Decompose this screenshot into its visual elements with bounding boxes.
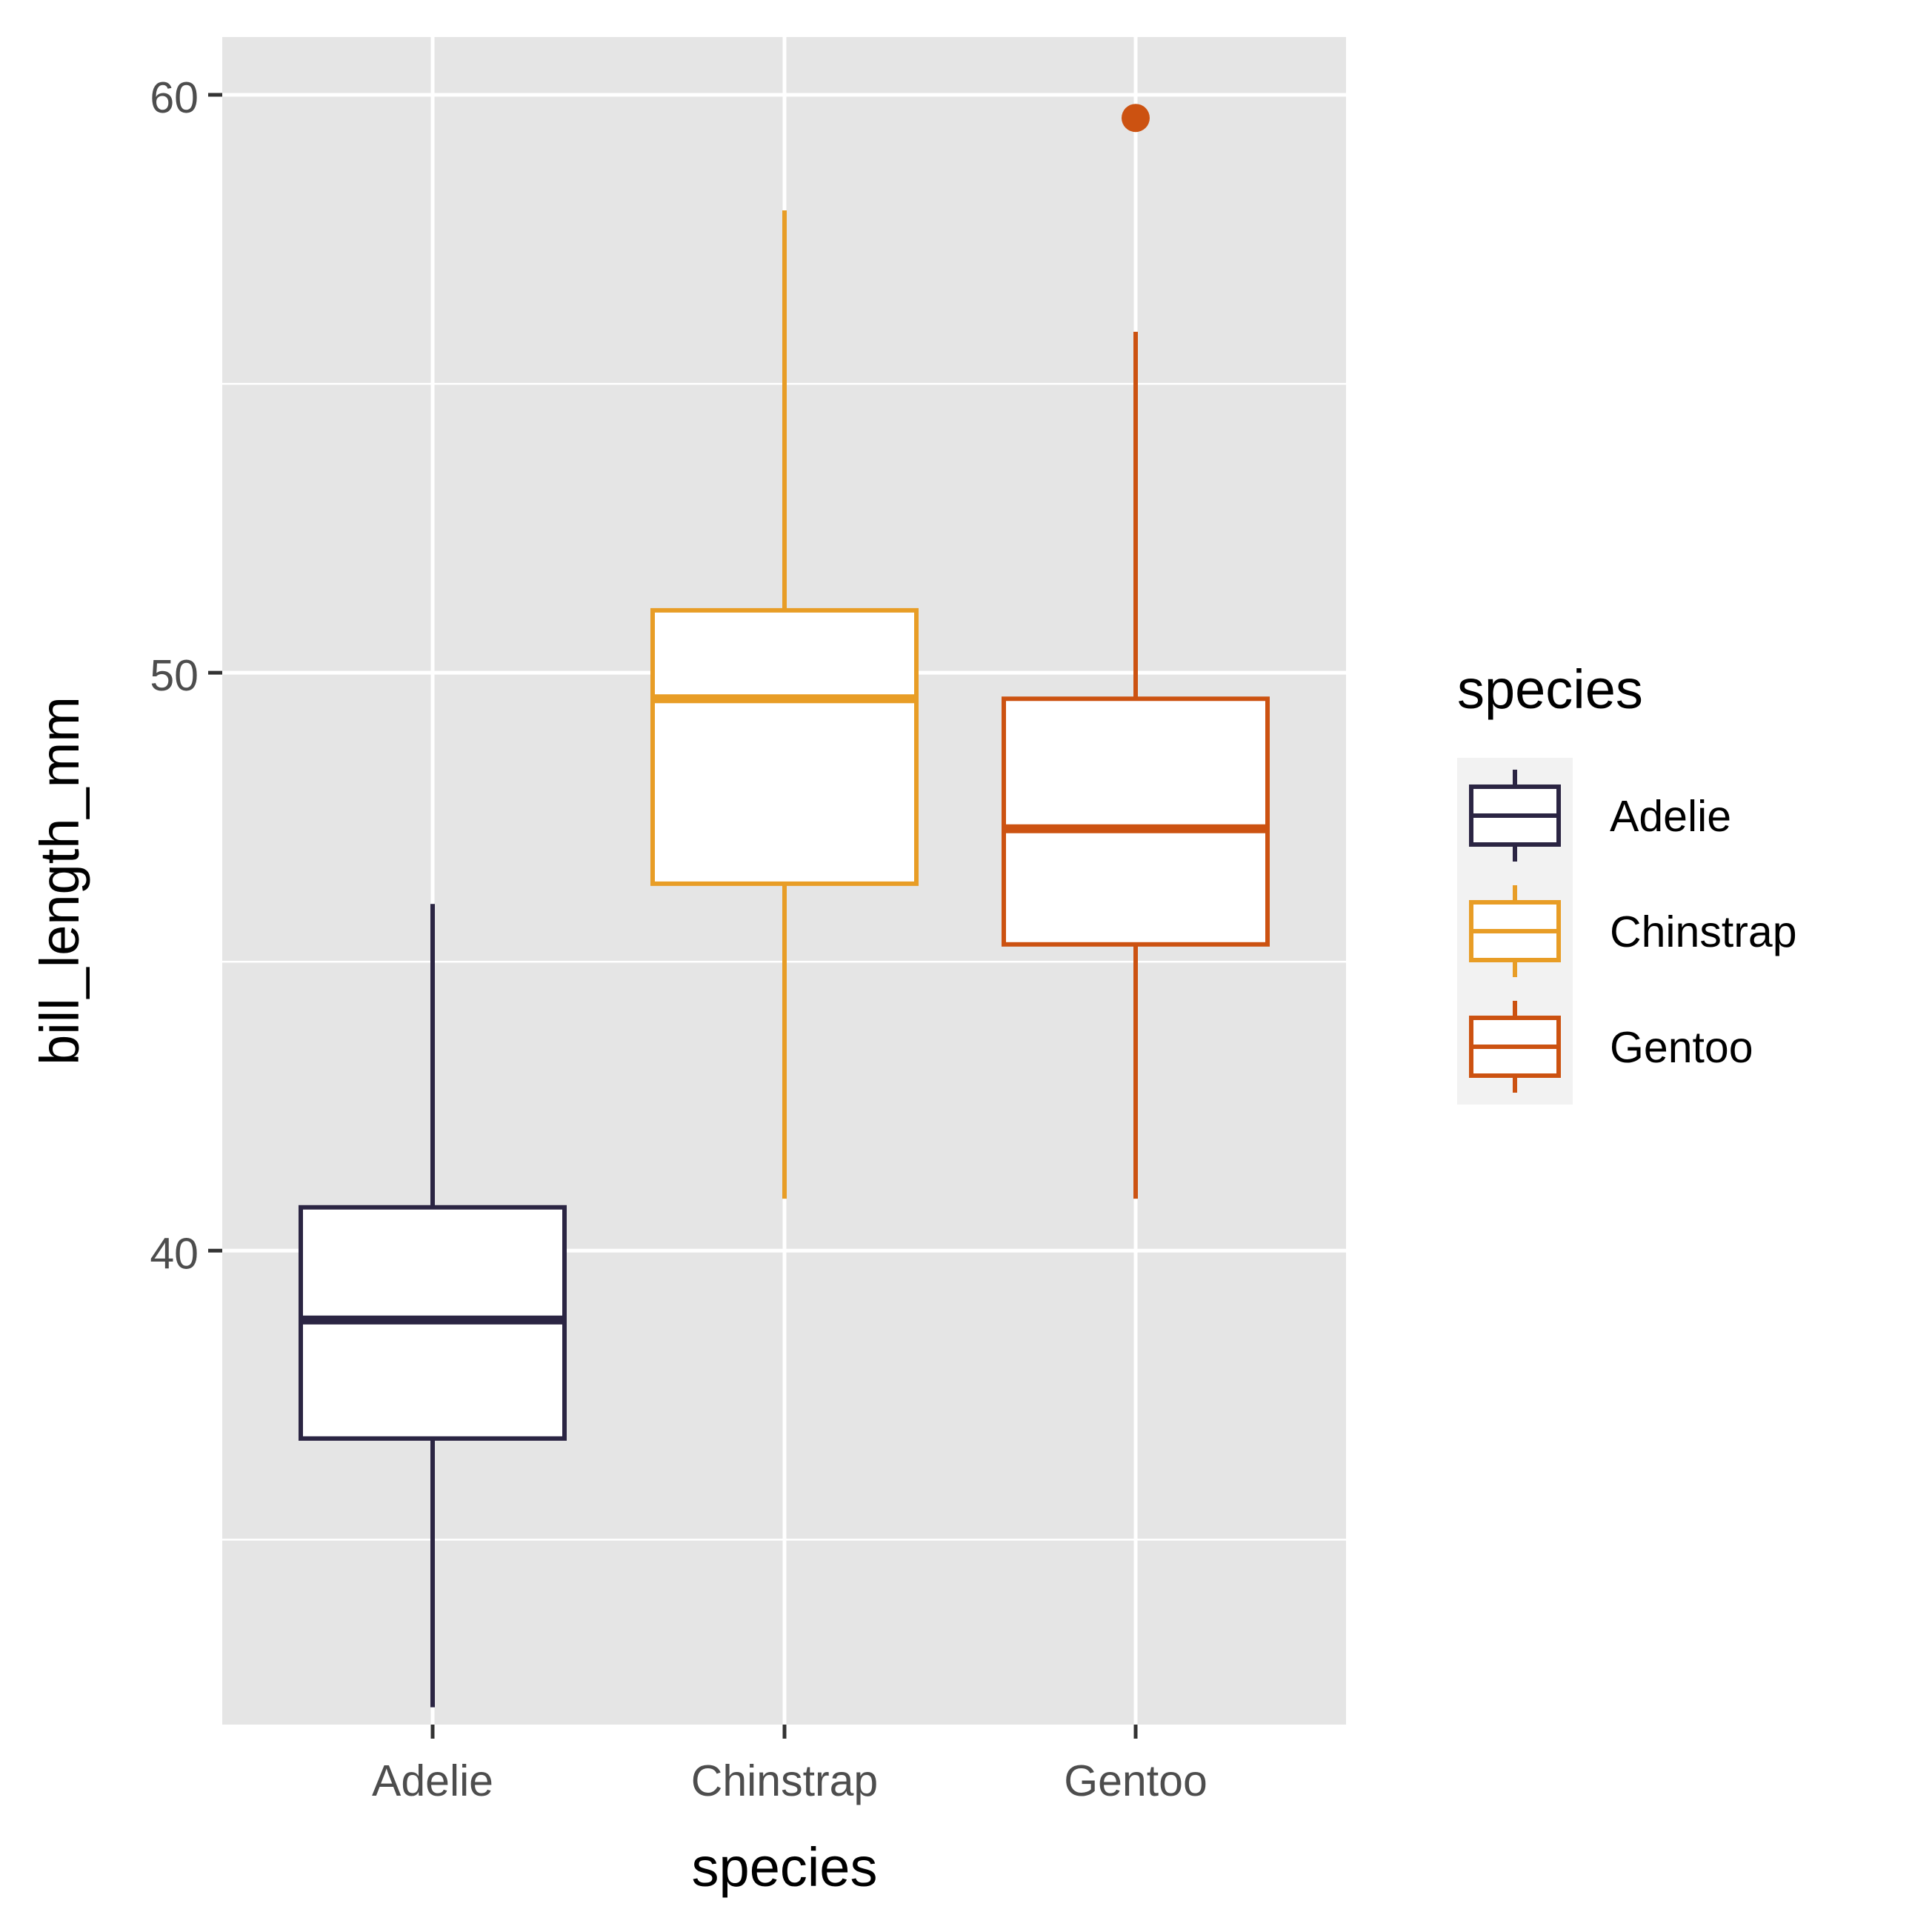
x-tick-label-Chinstrap: Chinstrap (691, 1756, 879, 1805)
iqr-box-Chinstrap (650, 607, 919, 886)
y-axis-title: bill_length_mm (29, 696, 90, 1065)
box-Gentoo (1002, 104, 1270, 1199)
legend-label-Gentoo: Gentoo (1610, 1023, 1753, 1072)
legend-label-Chinstrap: Chinstrap (1610, 907, 1797, 956)
legend-label-Adelie: Adelie (1610, 792, 1731, 841)
legend-title: species (1457, 659, 1643, 720)
legend-item-Gentoo: Gentoo (1469, 1001, 1753, 1093)
boxes (299, 104, 1270, 1708)
legend-item-Adelie: Adelie (1469, 770, 1731, 862)
iqr-box-Gentoo (1002, 696, 1270, 947)
legend-item-Chinstrap: Chinstrap (1469, 885, 1797, 977)
x-axis-title: species (692, 1836, 878, 1898)
legend: Adelie Chinstrap Gentoo (1457, 758, 1797, 1105)
axes: 40 50 60 Adelie Chinstrap Gentoo (150, 73, 1207, 1805)
y-tick-label-40: 40 (150, 1229, 199, 1278)
y-tick-label-50: 50 (150, 651, 199, 700)
box-Adelie (299, 904, 567, 1708)
x-tick-label-Gentoo: Gentoo (1064, 1756, 1208, 1805)
y-tick-label-60: 60 (150, 73, 199, 122)
outlier-point-Gentoo-0 (1122, 104, 1150, 133)
box-Chinstrap (650, 210, 919, 1199)
x-tick-label-Adelie: Adelie (372, 1756, 493, 1805)
